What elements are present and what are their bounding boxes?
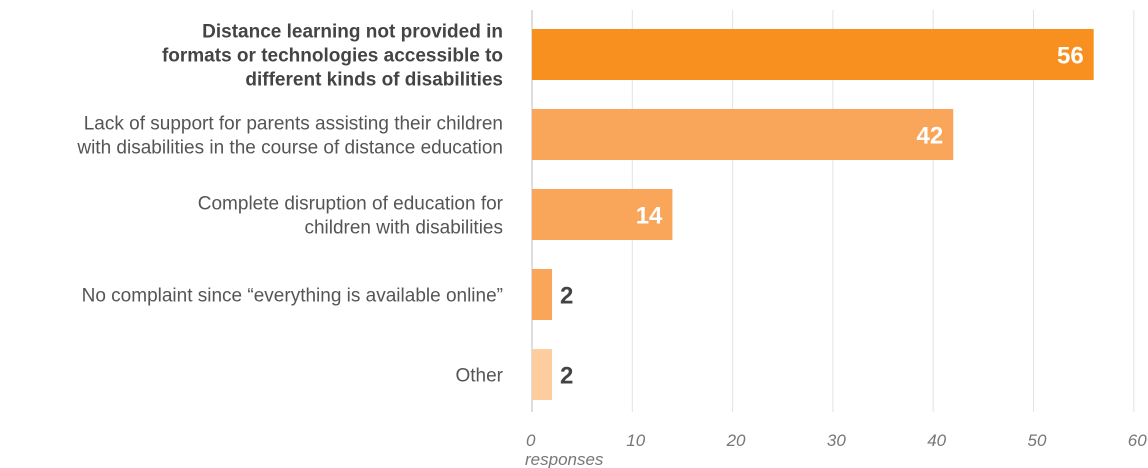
value-label: 14 [636, 203, 663, 230]
x-axis-label: responses [525, 450, 604, 468]
value-label: 56 [1057, 43, 1084, 70]
category-label: Distance learning not provided in formats… [162, 22, 503, 91]
bar [532, 189, 673, 240]
x-tick-label: 40 [927, 431, 946, 450]
x-tick-label: 0 [526, 431, 536, 450]
x-tick-label: 50 [1028, 431, 1047, 450]
x-tick-label: 20 [726, 431, 746, 450]
x-tick-label: 10 [626, 431, 645, 450]
bars [532, 29, 1094, 400]
x-tick-labels: 0 10 20 30 40 50 60 [526, 431, 1147, 450]
value-label: 2 [560, 363, 573, 390]
category-label: Lack of support for parents assisting th… [76, 114, 503, 159]
category-label: No complaint since “everything is availa… [82, 286, 503, 307]
bar [532, 349, 553, 400]
category-label: Other [455, 366, 503, 387]
bar [532, 109, 954, 160]
value-label: 42 [917, 123, 944, 150]
bar [532, 269, 553, 320]
x-tick-label: 60 [1128, 431, 1147, 450]
x-tick-label: 30 [827, 431, 846, 450]
value-labels: 56 42 14 2 2 [560, 43, 1084, 390]
bar [532, 29, 1094, 80]
category-label: Complete disruption of education for chil… [198, 194, 504, 239]
category-labels: Distance learning not provided in formats… [76, 22, 503, 387]
value-label: 2 [560, 283, 573, 310]
